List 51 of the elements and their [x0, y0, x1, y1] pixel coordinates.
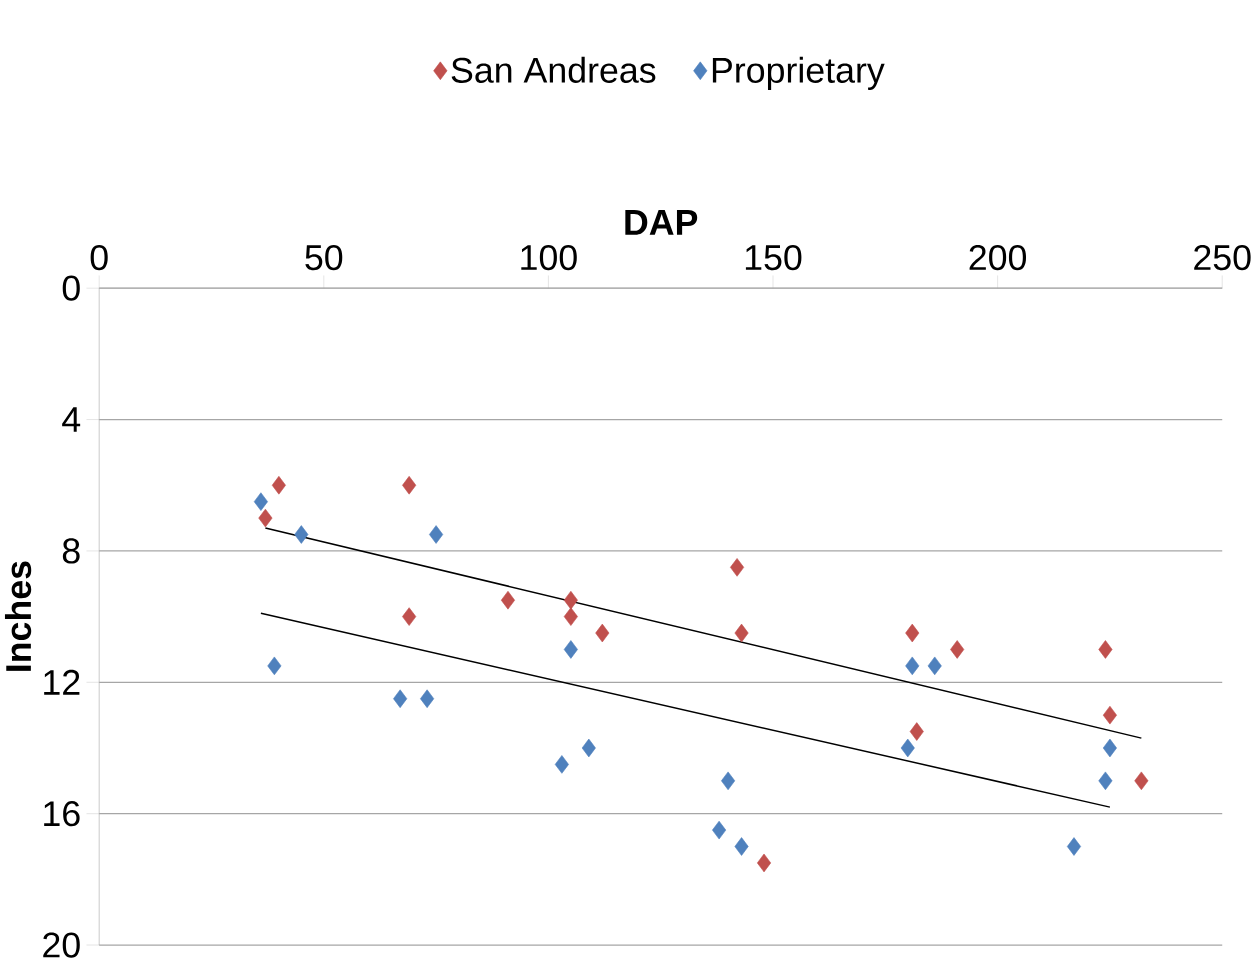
x-axis-title: DAP [625, 210, 698, 235]
y-tick-label: 20 [43, 932, 80, 958]
point [1066, 837, 1081, 856]
y-axis-title: Inches [4, 561, 32, 672]
point [500, 591, 515, 610]
point [734, 837, 749, 856]
point [900, 738, 915, 758]
legend-label: San Andreas [451, 56, 656, 84]
point [253, 492, 268, 512]
point [950, 640, 965, 659]
point [1102, 738, 1117, 758]
point [595, 623, 610, 643]
point [420, 689, 435, 709]
y-tick-label: 16 [44, 801, 80, 827]
y-tick-label: 12 [44, 670, 80, 695]
point [734, 623, 749, 643]
point [267, 656, 282, 676]
x-tick-label: 100 [521, 245, 577, 271]
point [581, 738, 596, 758]
point [271, 476, 286, 495]
x-tick-label: 150 [745, 245, 802, 271]
point [1102, 706, 1117, 725]
point [563, 607, 578, 627]
point [563, 591, 578, 610]
point [1098, 640, 1113, 659]
point [927, 656, 942, 676]
point [757, 853, 772, 873]
point [258, 509, 273, 528]
point [712, 821, 727, 840]
y-tick-label: 8 [62, 538, 80, 564]
x-tick-label: 50 [305, 245, 343, 271]
x-tick-label: 250 [1194, 245, 1251, 271]
point [429, 525, 444, 544]
point [393, 689, 408, 709]
y-tick-label: 0 [62, 275, 80, 301]
point [909, 722, 924, 741]
point [905, 656, 920, 676]
point [554, 755, 569, 774]
point [1134, 771, 1149, 791]
y-tick-label: 4 [62, 407, 81, 433]
legend-label: Proprietary [712, 56, 885, 91]
point [402, 476, 417, 495]
point [402, 607, 417, 627]
point [730, 558, 745, 577]
x-tick-label: 0 [90, 245, 108, 271]
point [294, 525, 309, 544]
point [563, 640, 578, 659]
point [905, 623, 920, 643]
x-tick-label: 200 [969, 245, 1027, 271]
point [1098, 771, 1113, 791]
point [721, 771, 736, 791]
